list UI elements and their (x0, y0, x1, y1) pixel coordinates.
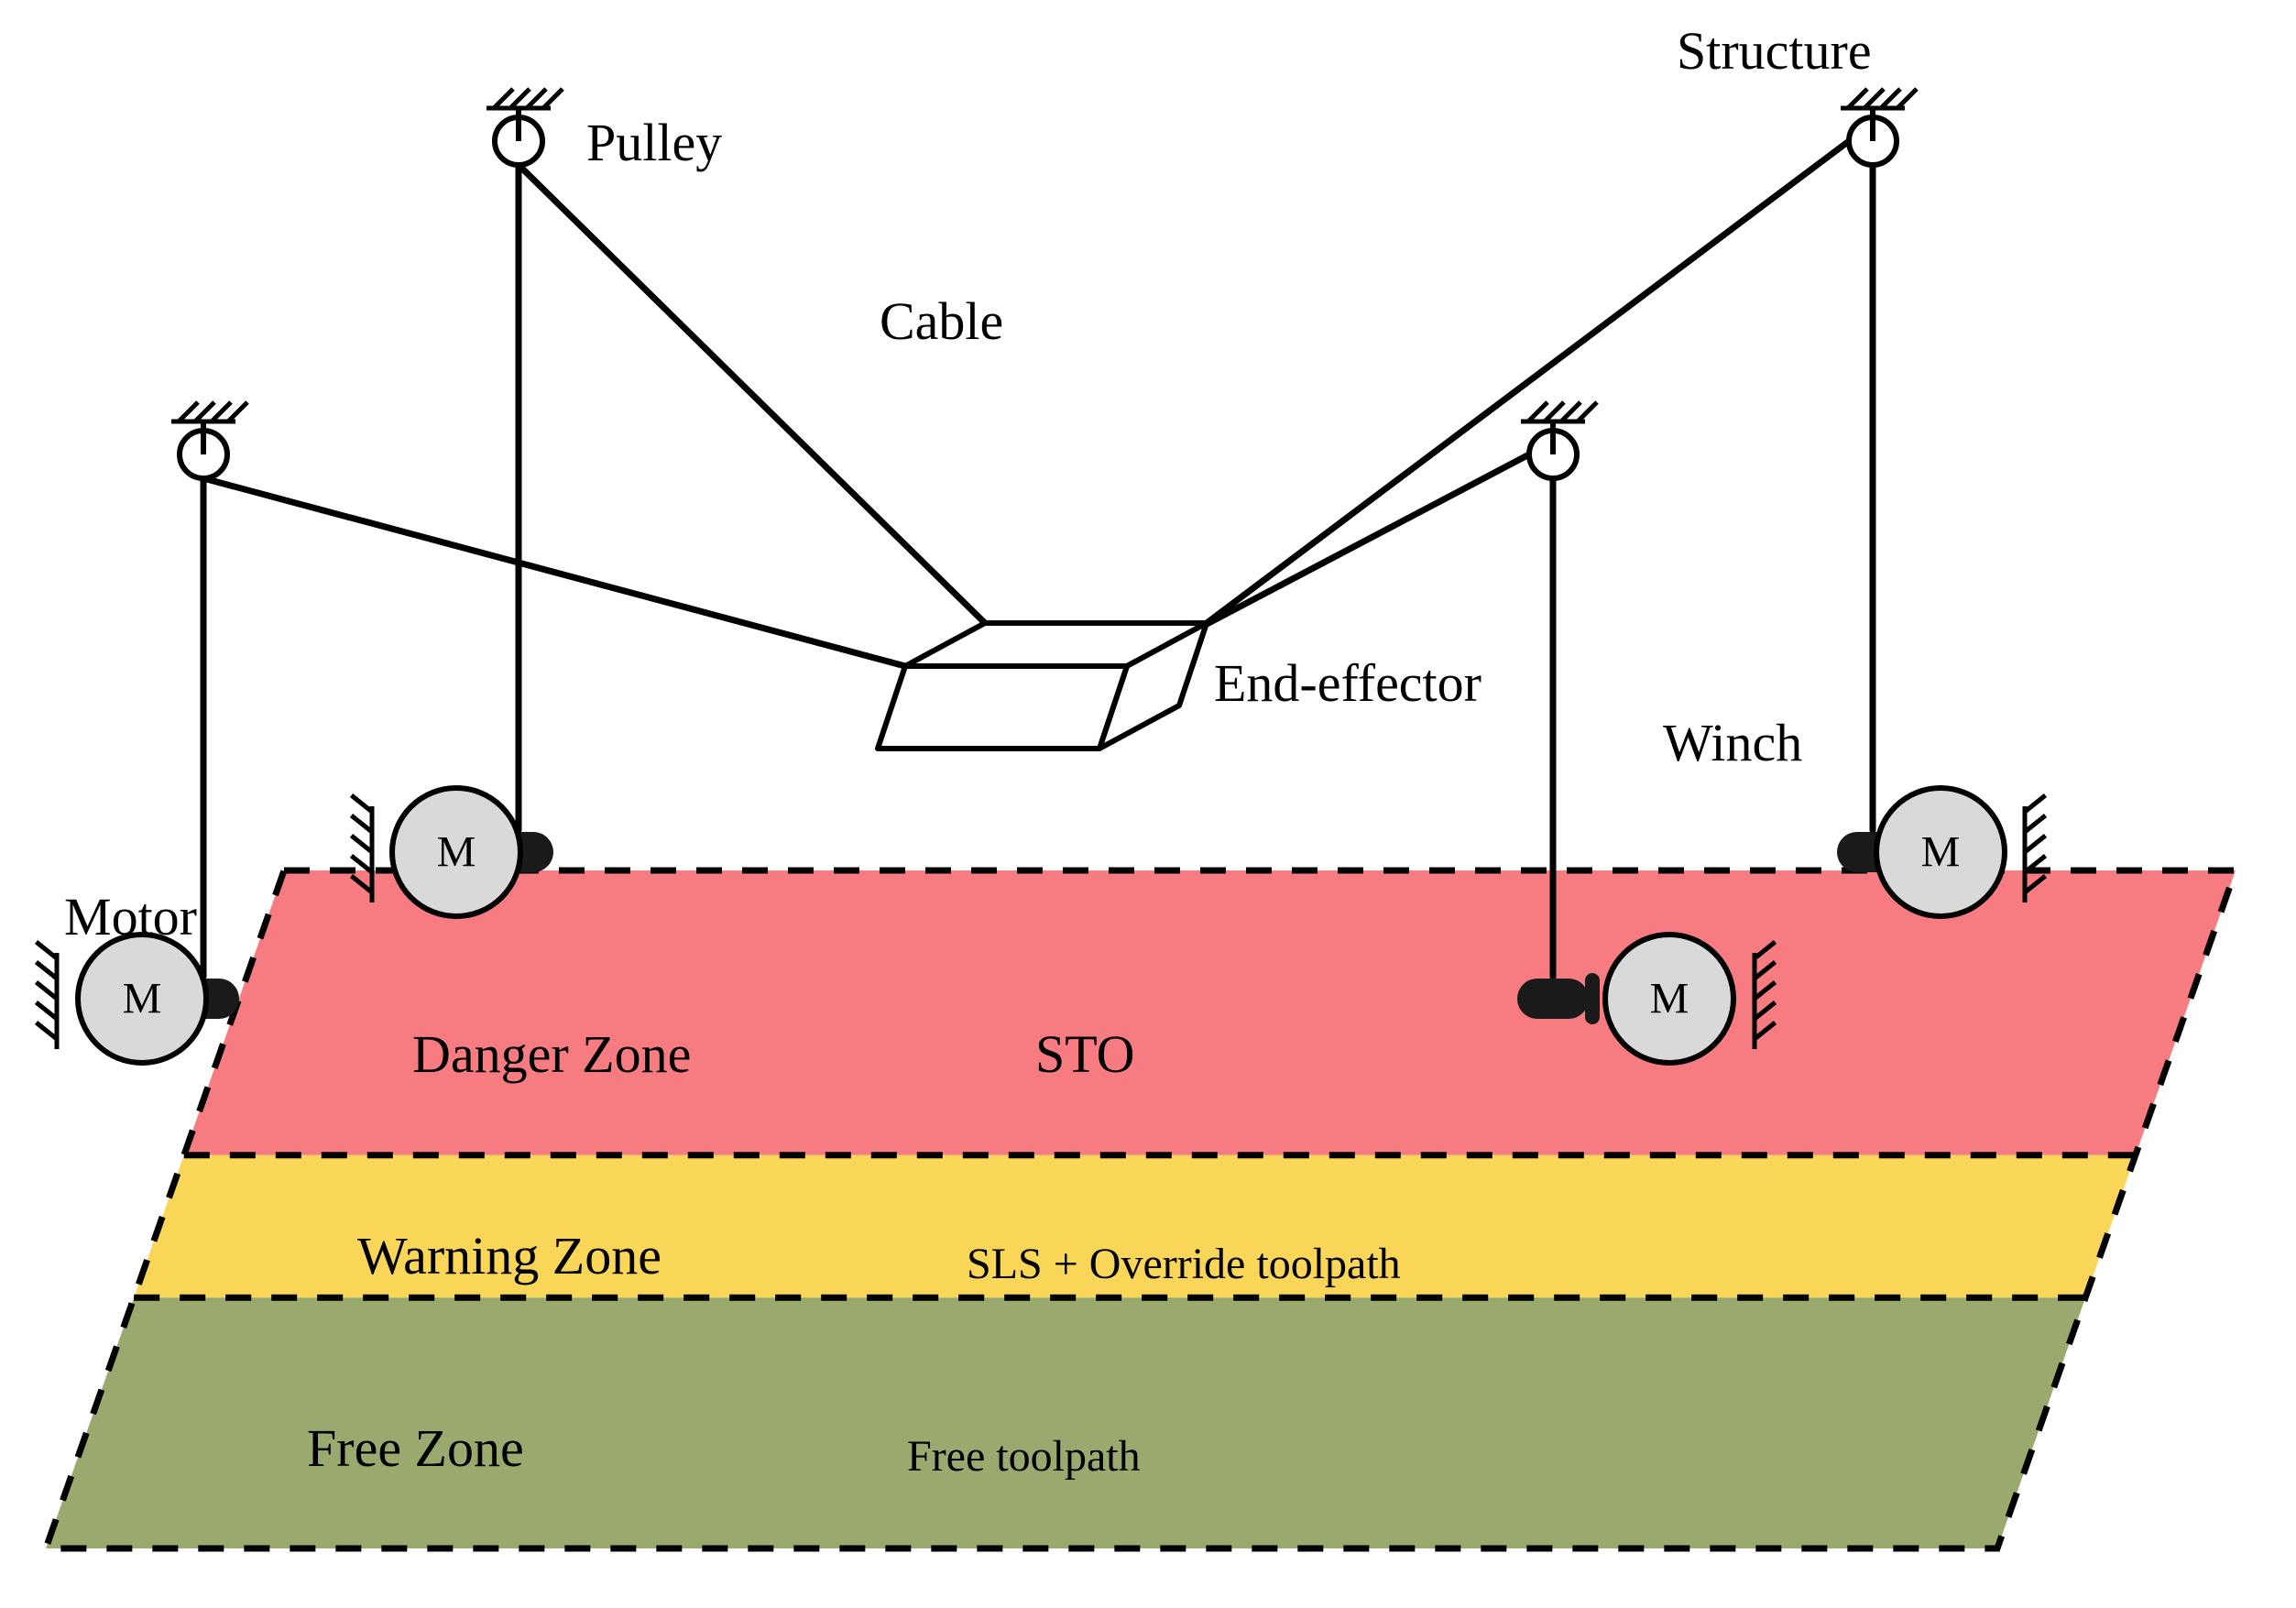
sto-label: STO (1035, 1024, 1135, 1084)
motor-letter: M (1921, 828, 1961, 877)
winch (1517, 973, 1600, 1024)
motor-letter: M (1650, 975, 1689, 1023)
motor: M (392, 788, 520, 916)
cable-segment (1207, 141, 1849, 623)
cable-label: Cable (880, 291, 1003, 351)
motor: M (1605, 935, 1733, 1063)
danger-zone-label: Danger Zone (412, 1024, 691, 1084)
cable-segment (203, 478, 905, 666)
wall-anchor (37, 942, 58, 1049)
motor: M (78, 935, 206, 1063)
free-zone-label: Free Zone (307, 1418, 524, 1478)
winch-label: Winch (1663, 713, 1802, 772)
pulley-label: Pulley (586, 113, 722, 172)
motor-letter: M (123, 975, 162, 1023)
end-effector-label: End-effector (1214, 653, 1481, 713)
end-effector (878, 623, 1207, 749)
motor-label: Motor (64, 887, 197, 946)
cable-segment (519, 165, 985, 623)
motor-letter: M (437, 828, 476, 877)
ceiling-anchors (171, 89, 1917, 454)
free-toolpath-label: Free toolpath (907, 1432, 1141, 1481)
structure-label: Structure (1677, 21, 1872, 81)
warning-zone-label: Warning Zone (357, 1226, 661, 1285)
sls-override-label: SLS + Override toolpath (967, 1240, 1401, 1288)
motor: M (1876, 788, 2005, 916)
